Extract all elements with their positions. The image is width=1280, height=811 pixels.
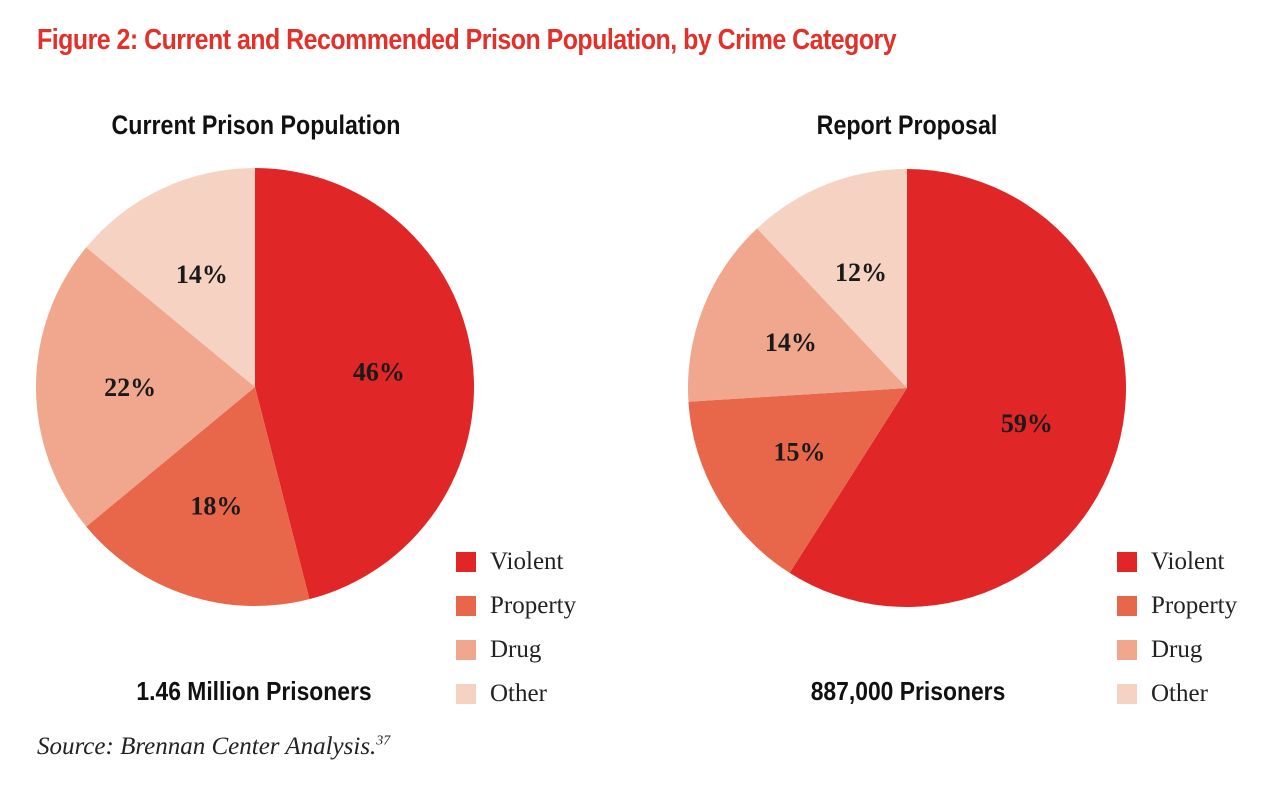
- chart-title-current: Current Prison Population: [111, 110, 401, 140]
- pie-proposal: 59% 15% 14% 12%: [687, 169, 1126, 607]
- legend-label: Property: [1151, 592, 1238, 619]
- legend-swatch: [456, 596, 476, 616]
- pie-label-other: 14%: [176, 260, 228, 289]
- legend-item-property: Property: [456, 584, 576, 628]
- legend-item-property: Property: [1117, 584, 1237, 628]
- pie-slice-violent: [255, 168, 474, 600]
- figure-title: Figure 2: Current and Recommended Prison…: [37, 24, 897, 56]
- legend-swatch: [456, 640, 476, 660]
- pie-label-property: 15%: [774, 438, 826, 467]
- source-note: Source: Brennan Center Analysis.37: [37, 733, 390, 761]
- legend-swatch: [1117, 684, 1137, 704]
- legend-current: Violent Property Drug Other: [456, 540, 576, 716]
- pie-slice-property: [688, 388, 907, 573]
- pie-slice-other: [757, 169, 907, 388]
- pie-slice-property: [86, 387, 310, 606]
- legend-swatch: [456, 552, 476, 572]
- pie-slice-drug: [36, 247, 255, 527]
- legend-item-drug: Drug: [1117, 628, 1237, 672]
- legend-label: Drug: [490, 636, 542, 663]
- pie-slice-drug: [687, 228, 907, 402]
- legend-item-other: Other: [456, 672, 576, 716]
- pie-slice-violent: [789, 169, 1126, 607]
- legend-swatch: [456, 684, 476, 704]
- pie-label-drug: 14%: [765, 328, 817, 357]
- source-text: Source: Brennan Center Analysis.: [37, 733, 377, 760]
- pie-label-violent: 59%: [1001, 409, 1053, 438]
- legend-swatch: [1117, 552, 1137, 572]
- legend-item-drug: Drug: [456, 628, 576, 672]
- pie-label-other: 12%: [835, 258, 887, 287]
- legend-label: Other: [490, 680, 547, 707]
- pie-label-property: 18%: [190, 492, 242, 521]
- total-proposal: 887,000 Prisoners: [810, 676, 1006, 706]
- legend-label: Violent: [490, 548, 564, 575]
- legend-proposal: Violent Property Drug Other: [1117, 540, 1237, 716]
- legend-item-violent: Violent: [1117, 540, 1237, 584]
- legend-swatch: [1117, 640, 1137, 660]
- chart-title-proposal: Report Proposal: [816, 110, 998, 140]
- pie-label-violent: 46%: [353, 357, 405, 386]
- legend-label: Violent: [1151, 548, 1225, 575]
- legend-label: Drug: [1151, 636, 1203, 663]
- pie-current: 46% 18% 22% 14%: [36, 168, 474, 606]
- legend-label: Property: [490, 592, 577, 619]
- total-current: 1.46 Million Prisoners: [136, 676, 372, 706]
- legend-label: Other: [1151, 680, 1208, 707]
- pie-slice-other: [86, 168, 255, 387]
- legend-swatch: [1117, 596, 1137, 616]
- legend-item-violent: Violent: [456, 540, 576, 584]
- source-footnote: 37: [376, 733, 391, 749]
- legend-item-other: Other: [1117, 672, 1237, 716]
- pie-label-drug: 22%: [104, 373, 156, 402]
